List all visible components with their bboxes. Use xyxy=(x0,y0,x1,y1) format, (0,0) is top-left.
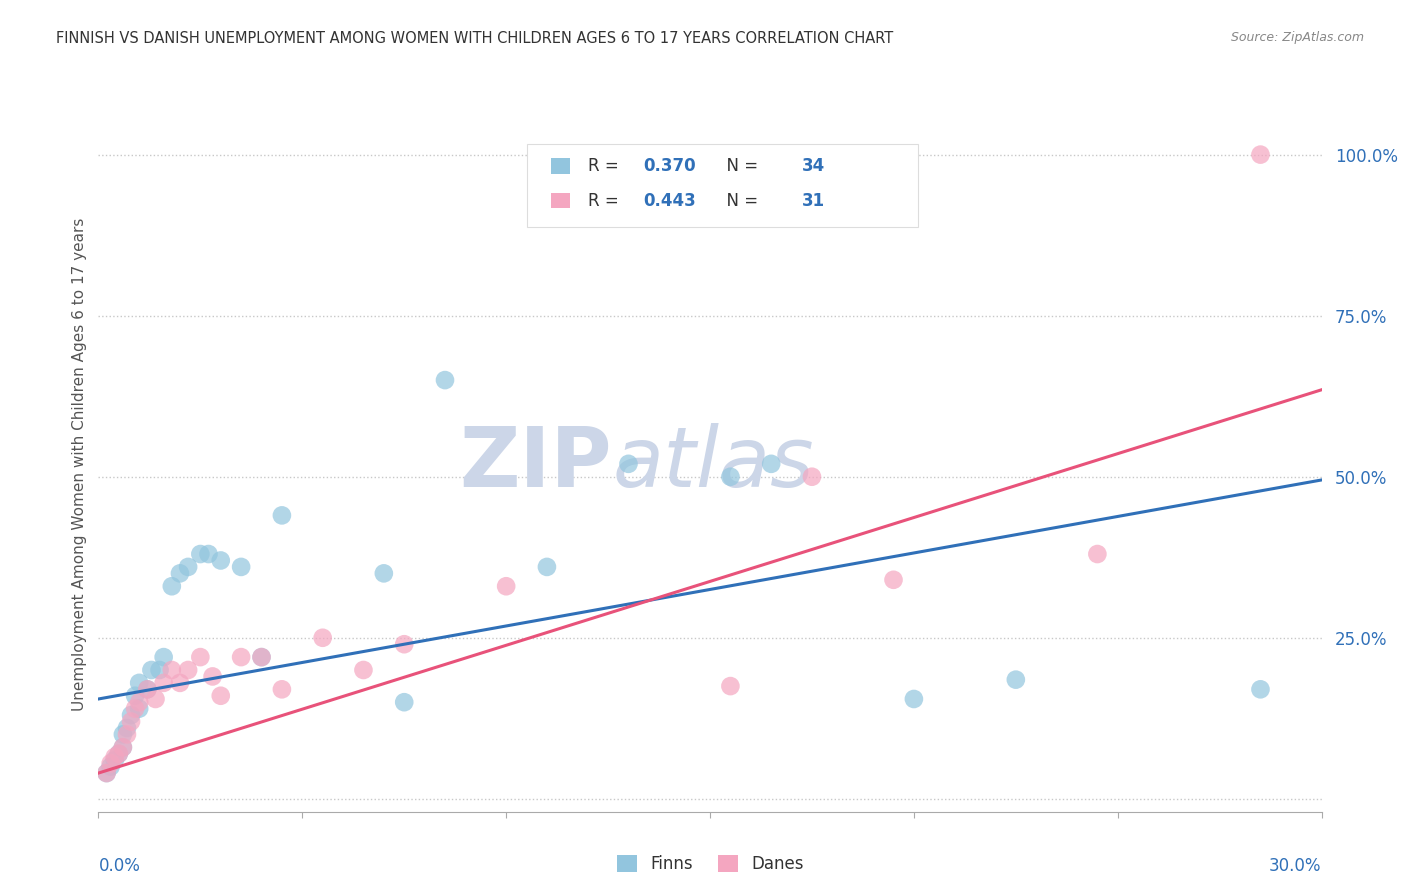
Point xyxy=(801,469,824,483)
Point xyxy=(169,676,191,690)
Point xyxy=(100,756,122,771)
Text: N =: N = xyxy=(716,157,763,175)
Text: 0.370: 0.370 xyxy=(643,157,696,175)
Point xyxy=(1249,682,1271,697)
Text: R =: R = xyxy=(588,192,624,210)
Point xyxy=(141,663,163,677)
FancyBboxPatch shape xyxy=(526,144,918,227)
Point xyxy=(231,650,253,665)
Point xyxy=(96,766,118,780)
Point xyxy=(718,469,742,483)
Point xyxy=(108,747,131,761)
Point xyxy=(883,573,905,587)
Text: FINNISH VS DANISH UNEMPLOYMENT AMONG WOMEN WITH CHILDREN AGES 6 TO 17 YEARS CORR: FINNISH VS DANISH UNEMPLOYMENT AMONG WOM… xyxy=(56,31,893,46)
Point xyxy=(145,692,167,706)
Point xyxy=(188,650,212,665)
Text: 31: 31 xyxy=(801,192,825,210)
Point xyxy=(761,457,783,471)
Point xyxy=(96,766,118,780)
Text: 0.443: 0.443 xyxy=(643,192,696,210)
Point xyxy=(152,676,174,690)
Point xyxy=(100,759,122,773)
Text: N =: N = xyxy=(716,192,763,210)
Point xyxy=(108,747,131,761)
Point xyxy=(209,689,232,703)
Point xyxy=(104,750,127,764)
Point xyxy=(536,560,558,574)
Point xyxy=(637,167,661,181)
Point xyxy=(352,663,374,677)
Point xyxy=(231,560,253,574)
Point xyxy=(104,753,127,767)
Point xyxy=(392,637,416,651)
Point xyxy=(197,547,219,561)
Point xyxy=(617,457,640,471)
Text: ZIP: ZIP xyxy=(460,424,612,504)
Point xyxy=(495,579,517,593)
Point xyxy=(250,650,273,665)
Point xyxy=(136,682,159,697)
FancyBboxPatch shape xyxy=(551,159,569,174)
Point xyxy=(177,663,200,677)
Text: 34: 34 xyxy=(801,157,825,175)
Point xyxy=(1249,147,1271,161)
Point xyxy=(903,692,925,706)
Point xyxy=(177,560,200,574)
FancyBboxPatch shape xyxy=(551,194,569,209)
Point xyxy=(152,650,174,665)
Text: 30.0%: 30.0% xyxy=(1270,857,1322,875)
Point xyxy=(434,373,457,387)
Point xyxy=(188,547,212,561)
Point xyxy=(115,721,138,735)
Point xyxy=(136,682,159,697)
Text: R =: R = xyxy=(588,157,624,175)
Point xyxy=(169,566,191,581)
Point xyxy=(312,631,335,645)
Point xyxy=(1085,547,1108,561)
Point xyxy=(128,695,150,709)
Text: Source: ZipAtlas.com: Source: ZipAtlas.com xyxy=(1230,31,1364,45)
Point xyxy=(201,669,224,683)
Y-axis label: Unemployment Among Women with Children Ages 6 to 17 years: Unemployment Among Women with Children A… xyxy=(72,217,87,711)
Point xyxy=(250,650,273,665)
Point xyxy=(120,714,142,729)
Point xyxy=(209,553,232,567)
Point xyxy=(128,676,150,690)
Point xyxy=(270,682,294,697)
Legend: Finns, Danes: Finns, Danes xyxy=(610,848,810,880)
Point xyxy=(128,701,150,715)
Point xyxy=(160,663,183,677)
Point xyxy=(373,566,395,581)
Point xyxy=(111,727,134,741)
Point xyxy=(124,689,146,703)
Point xyxy=(111,740,134,755)
Point xyxy=(149,663,172,677)
Point xyxy=(1004,673,1026,687)
Point xyxy=(160,579,183,593)
Point xyxy=(270,508,294,523)
Point xyxy=(392,695,416,709)
Point xyxy=(718,679,742,693)
Text: 0.0%: 0.0% xyxy=(98,857,141,875)
Point xyxy=(120,708,142,723)
Point xyxy=(124,701,146,715)
Text: atlas: atlas xyxy=(612,424,814,504)
Point xyxy=(111,740,134,755)
Point xyxy=(115,727,138,741)
